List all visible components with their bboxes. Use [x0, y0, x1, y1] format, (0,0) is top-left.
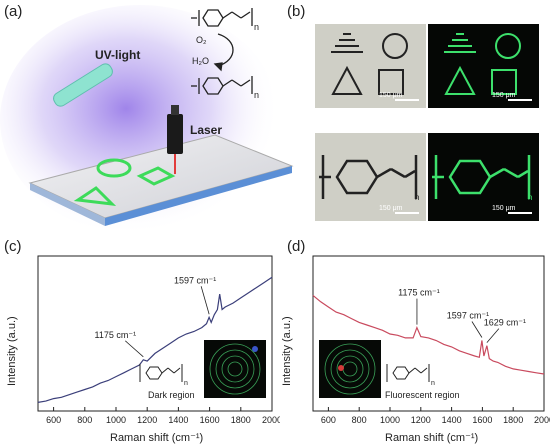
micrograph-shapes-brightfield: 150 μm — [315, 24, 426, 108]
x-tick-label: 600 — [321, 415, 336, 425]
x-tick-label: 1200 — [137, 415, 157, 425]
dark-region-label: Dark region — [148, 390, 195, 400]
spectrum-line — [312, 294, 545, 375]
peak-arrow — [486, 328, 500, 343]
subscript-n-micro-2: n — [528, 193, 533, 202]
x-tick-label: 1600 — [472, 415, 492, 425]
panel-b-label: (b) — [287, 3, 306, 20]
micrograph-structure-brightfield: n 150 μm — [315, 133, 426, 221]
subscript-n-micro-1: n — [415, 193, 420, 202]
scale-bar-label-1: 150 μm — [379, 92, 403, 99]
x-tick-label: 600 — [46, 415, 61, 425]
x-tick-label: 2000 — [262, 415, 280, 425]
peak-label: 1597 cm⁻¹ — [174, 275, 216, 285]
micrograph-shapes-fluorescence: 150 μm — [428, 24, 539, 108]
laser-head — [167, 114, 183, 154]
panel-a: n n O₂ H₂O UV-light Laser (a) — [0, 0, 305, 240]
panel-a-illustration: n n O₂ H₂O UV-light Laser — [0, 5, 294, 235]
x-tick-label: 1000 — [106, 415, 126, 425]
peak-arrow — [125, 340, 144, 358]
x-tick-label: 1800 — [503, 415, 523, 425]
structure-inset-fluorescent — [386, 364, 430, 382]
pattern-circle — [96, 158, 132, 178]
x-tick-label: 1000 — [380, 415, 400, 425]
scale-bar-label-3: 150 μm — [379, 205, 403, 212]
scale-bar-label-2: 150 μm — [492, 92, 516, 99]
spectrum-line — [37, 276, 273, 403]
reaction-scheme — [191, 8, 253, 95]
y-axis-title: Intensity (a.u.) — [6, 316, 18, 386]
uv-lamp-tube — [53, 63, 113, 107]
reagent-o2: O₂ — [196, 35, 207, 45]
raman-chart-fluorescent: 600 800 1000 1200 1400 1600 1800 2000 1175 cm⁻¹… — [281, 255, 550, 444]
x-tick-label: 1400 — [168, 415, 188, 425]
peak-label: 1629 cm⁻¹ — [484, 318, 526, 328]
peak-arrow — [471, 321, 483, 338]
subscript-n-top: n — [254, 22, 259, 32]
probe-spot-fluorescent — [338, 365, 344, 371]
x-axis-title: Raman shift (cm⁻¹) — [110, 432, 203, 444]
x-tick-label: 800 — [352, 415, 367, 425]
subscript-n-chart-d: n — [431, 380, 435, 387]
laser-label: Laser — [190, 123, 222, 137]
subscript-n-chart-c: n — [184, 380, 188, 387]
x-tick-label: 1800 — [231, 415, 251, 425]
probe-spot-dark — [252, 346, 258, 352]
fluorescent-region-label: Fluorescent region — [385, 390, 460, 400]
raman-chart-dark: 600 800 1000 1200 1400 1600 1800 2000 1597 cm⁻¹… — [6, 255, 280, 444]
panel-d: (d) 600 800 1000 1200 1400 1600 1800 2000 1175 … — [275, 236, 550, 446]
pattern-square — [136, 166, 176, 186]
pattern-triangle — [73, 186, 117, 206]
peak-label: 1175 cm⁻¹ — [398, 288, 440, 298]
substrate-side — [105, 166, 292, 226]
x-tick-label: 800 — [77, 415, 92, 425]
peak-arrow — [200, 286, 210, 315]
substrate-front — [30, 183, 105, 226]
x-axis-title: Raman shift (cm⁻¹) — [385, 432, 478, 444]
panel-d-label: (d) — [287, 238, 306, 255]
subscript-n-bottom: n — [254, 90, 259, 100]
peak-label: 1175 cm⁻¹ — [94, 330, 136, 340]
x-tick-label: 1600 — [200, 415, 220, 425]
structure-inset-dark — [139, 364, 183, 382]
inset-pattern-image-fluorescent — [319, 340, 381, 398]
panel-c-label: (c) — [4, 238, 22, 255]
x-tick-label: 2000 — [534, 415, 550, 425]
micrograph-structure-fluorescence: n 150 μm — [428, 133, 539, 221]
y-axis-title: Intensity (a.u.) — [281, 316, 293, 386]
scale-bar-label-4: 150 μm — [492, 205, 516, 212]
uv-light-label: UV-light — [95, 48, 140, 62]
reagent-h2o: H₂O — [192, 56, 209, 66]
peak-label: 1597 cm⁻¹ — [447, 311, 489, 321]
plot-frame — [312, 255, 545, 412]
panel-c: (c) 600 800 1000 1200 1400 1600 1800 2000 1597 … — [0, 236, 280, 446]
laser-nozzle — [171, 105, 179, 115]
plot-frame — [37, 255, 273, 412]
x-tick-label: 1400 — [442, 415, 462, 425]
panel-b: (b) 150 μm 150 μm — [287, 0, 550, 240]
x-tick-label: 1200 — [411, 415, 431, 425]
panel-a-label: (a) — [4, 3, 23, 20]
